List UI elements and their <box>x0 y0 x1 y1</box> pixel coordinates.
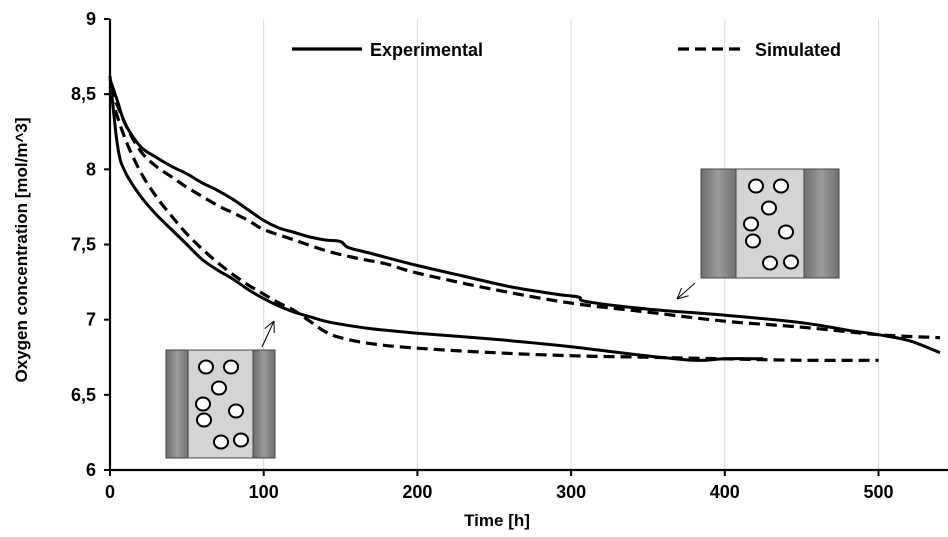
inset-bubble <box>196 398 210 411</box>
inset-bubble <box>199 361 213 374</box>
inset-bubble <box>197 414 211 427</box>
y-tick-label: 9 <box>86 9 96 29</box>
y-tick-label: 8,5 <box>71 84 96 104</box>
y-tick-label: 6 <box>86 460 96 480</box>
inset-bubble <box>762 202 776 215</box>
schematic-inset-right <box>701 169 839 278</box>
schematic-insets <box>166 169 839 458</box>
legend: Experimental Simulated <box>292 40 841 60</box>
inset-bubble <box>214 436 228 449</box>
inset-wall-right <box>253 350 275 458</box>
inset-wall-left <box>166 350 188 458</box>
inset-bubble <box>224 361 238 374</box>
inset-bubble <box>763 257 777 270</box>
y-axis-label: Oxygen concentration [mol/m^3] <box>12 118 31 383</box>
inset-bubble <box>212 382 226 395</box>
inset-bubble <box>234 434 248 447</box>
arrow-right-inset <box>677 283 695 299</box>
inset-bubble <box>749 180 763 193</box>
y-tick-label: 7,5 <box>71 235 96 255</box>
inset-wall-right <box>804 169 839 278</box>
inset-bubble <box>779 226 793 239</box>
x-axis-label: Time [h] <box>464 511 530 530</box>
x-tick-label: 100 <box>249 482 279 502</box>
inset-bubble <box>746 235 760 248</box>
series-line-solid-lower <box>110 76 763 360</box>
x-tick-label: 500 <box>863 482 893 502</box>
inset-wall-left <box>701 169 736 278</box>
inset-bubble <box>784 256 798 269</box>
inset-bubble <box>229 405 243 418</box>
x-tick-label: 0 <box>105 482 115 502</box>
x-tick-label: 300 <box>556 482 586 502</box>
legend-label-simulated: Simulated <box>755 40 841 60</box>
y-tick-label: 7 <box>86 310 96 330</box>
schematic-inset-left <box>166 350 275 458</box>
x-tick-label: 200 <box>402 482 432 502</box>
y-tick-label: 8 <box>86 159 96 179</box>
x-tick-label: 400 <box>710 482 740 502</box>
y-tick-label: 6,5 <box>71 385 96 405</box>
legend-label-experimental: Experimental <box>370 40 483 60</box>
inset-bubble <box>744 218 758 231</box>
inset-bubble <box>774 180 788 193</box>
